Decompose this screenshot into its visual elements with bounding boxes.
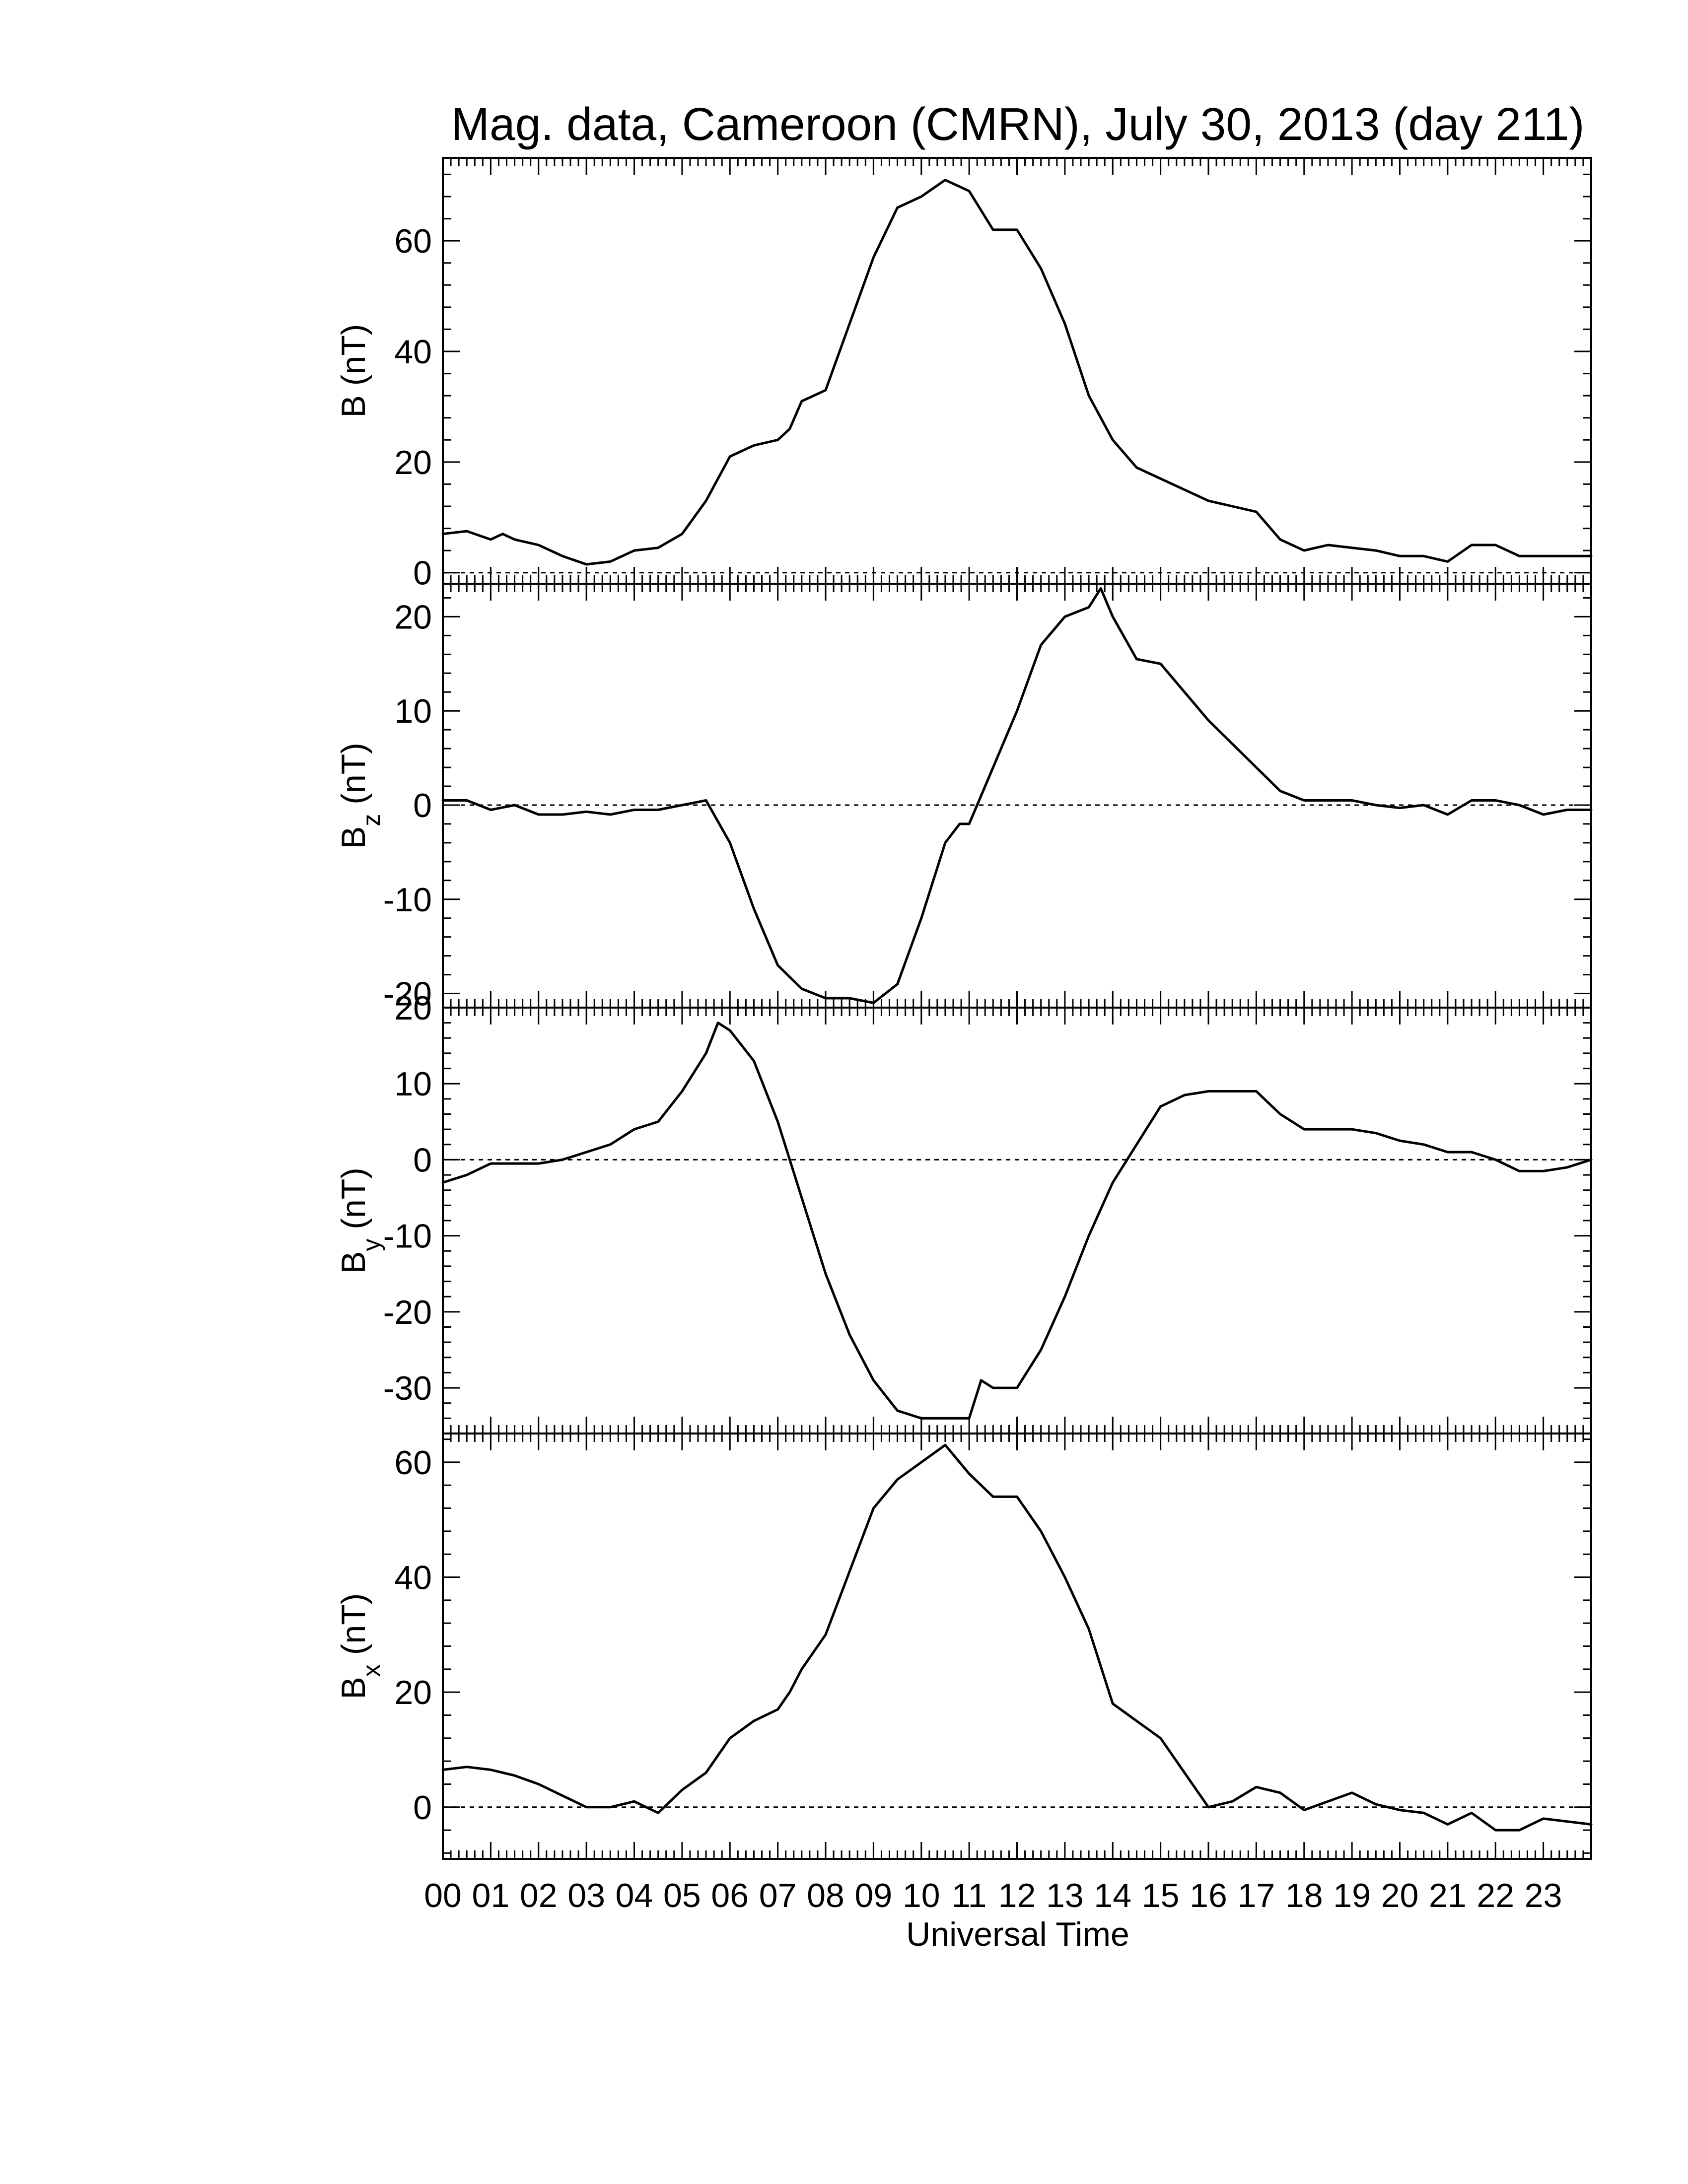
x-tick-label: 04	[616, 1877, 653, 1914]
x-tick-label: 02	[520, 1877, 558, 1914]
x-tick-label: 03	[567, 1877, 605, 1914]
x-tick-label: 00	[424, 1877, 462, 1914]
panel-by-y-tick-label: 10	[394, 1065, 432, 1103]
panel-b-frame	[442, 157, 1592, 585]
x-tick-label: 13	[1046, 1877, 1084, 1914]
panel-bx-y-tick-label: 40	[394, 1559, 432, 1597]
panel-b-y-tick-label: 0	[413, 554, 432, 592]
panel-bz-y-tick-label: -20	[383, 975, 432, 1013]
x-tick-label: 08	[807, 1877, 844, 1914]
x-tick-label: 01	[472, 1877, 510, 1914]
x-tick-label: 06	[711, 1877, 749, 1914]
x-tick-label: 23	[1525, 1877, 1562, 1914]
x-tick-label: 20	[1381, 1877, 1419, 1914]
panel-b-y-tick-label: 60	[394, 222, 432, 260]
x-tick-label: 10	[903, 1877, 940, 1914]
panel-by-y-label: By (nT)	[335, 1167, 385, 1274]
x-tick-label: 09	[855, 1877, 893, 1914]
panel-bx-y-tick-label: 0	[413, 1789, 432, 1827]
panels: 0 20 40 60 B (nT) -20 -10 0 10 20 Bz (nT) -30 -20 -10…	[335, 157, 1593, 1860]
x-tick-label: 16	[1190, 1877, 1227, 1914]
panel-bz-y-tick-label: 10	[394, 692, 432, 730]
x-tick-label: 11	[952, 1877, 987, 1914]
panel-bx-y-tick-label: 20	[394, 1674, 432, 1711]
panel-bz-y-tick-label: -10	[383, 881, 432, 919]
x-tick-label: 07	[759, 1877, 797, 1914]
chart-title: Mag. data, Cameroon (CMRN), July 30, 201…	[451, 98, 1585, 150]
panel-by-y-tick-label: -30	[383, 1369, 432, 1407]
panel-b-trace	[441, 179, 1593, 566]
panel-by-frame	[442, 1007, 1592, 1434]
panel-by-trace	[441, 1022, 1593, 1420]
x-tick-labels: 00 01 02 03 04 05 06 07 08 09 10 11 12 13 14 15 16 17 18 19…	[424, 1877, 1562, 1914]
panel-by-y-tick-label: -10	[383, 1218, 432, 1255]
x-axis-label: Universal Time	[906, 1915, 1129, 1953]
panel-bz-y-tick-label: 20	[394, 598, 432, 636]
panel-b-y-tick-label: 20	[394, 444, 432, 481]
panel-b: 0 20 40 60 B (nT)	[335, 157, 1593, 592]
panel-bz-y-tick-label: 0	[413, 787, 432, 824]
panel-by-y-tick-label: 0	[413, 1141, 432, 1179]
panel-by-y-tick-label: 20	[394, 989, 432, 1027]
panel-bx: 0 20 40 60 Bx (nT)	[335, 1433, 1593, 1860]
panel-bx-trace	[441, 1443, 1593, 1832]
panel-bz-frame	[442, 583, 1592, 1009]
x-tick-label: 05	[663, 1877, 701, 1914]
x-tick-label: 17	[1238, 1877, 1275, 1914]
x-tick-label: 15	[1142, 1877, 1180, 1914]
x-tick-label: 19	[1333, 1877, 1371, 1914]
panel-bz-trace	[441, 587, 1593, 1004]
x-tick-label: 22	[1477, 1877, 1514, 1914]
x-tick-label: 18	[1285, 1877, 1323, 1914]
panel-b-y-label: B (nT)	[335, 324, 372, 418]
panel-bx-y-label: Bx (nT)	[335, 1593, 385, 1700]
panel-by-y-tick-label: -20	[383, 1294, 432, 1331]
x-tick-label: 12	[998, 1877, 1036, 1914]
panel-bz: -20 -10 0 10 20 Bz (nT)	[335, 583, 1593, 1013]
panel-by: -30 -20 -10 0 10 20 By (nT)	[335, 989, 1593, 1434]
panel-bz-y-label: Bz (nT)	[335, 743, 385, 849]
x-tick-label: 14	[1094, 1877, 1131, 1914]
panel-bx-y-tick-label: 60	[394, 1444, 432, 1482]
x-tick-label: 21	[1429, 1877, 1467, 1914]
panel-b-y-tick-label: 40	[394, 333, 432, 371]
